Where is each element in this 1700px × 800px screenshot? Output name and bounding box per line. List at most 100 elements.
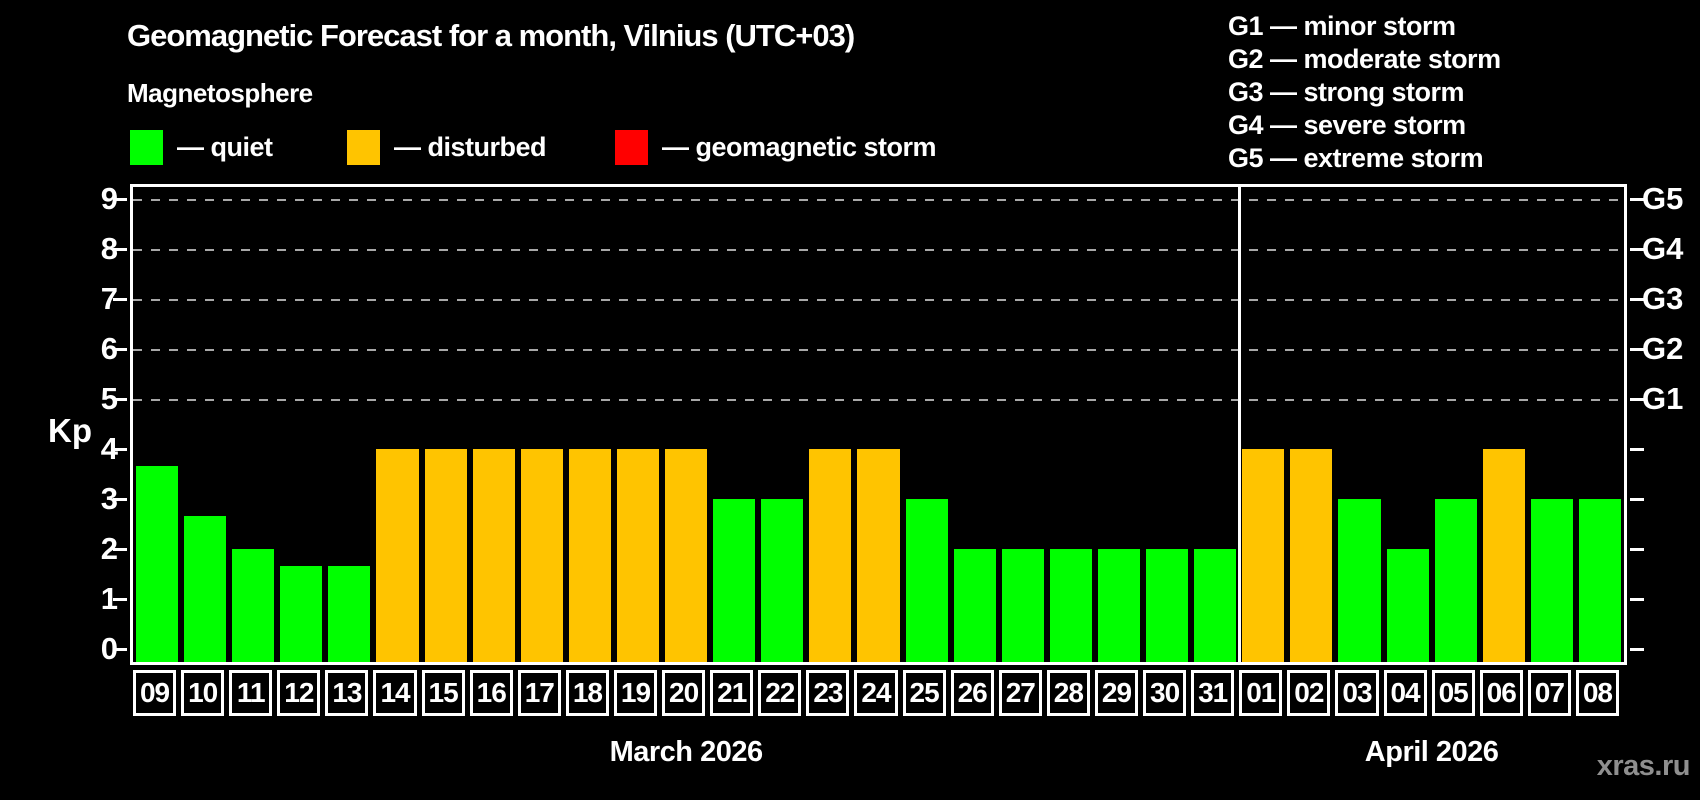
kp-bar-day-03 xyxy=(1338,499,1381,662)
legend-swatch-storm xyxy=(615,129,648,165)
kp-bar-plot-area xyxy=(113,184,1644,665)
kp-bar-day-04 xyxy=(1386,549,1429,662)
left-tick-kp-9 xyxy=(113,198,127,201)
right-tick-kp-0 xyxy=(1630,648,1644,651)
left-tick-kp-3 xyxy=(113,498,127,501)
kp-bar-day-13 xyxy=(328,565,371,662)
legend-item-storm: — geomagnetic storm xyxy=(615,128,937,166)
date-label-24: 24 xyxy=(854,670,898,716)
kp-bar-day-16 xyxy=(472,449,515,662)
right-tick-kp-3 xyxy=(1630,498,1644,501)
g-legend-line-5: G5 — extreme storm xyxy=(1228,143,1484,173)
legend-label-disturbed: — disturbed xyxy=(394,131,547,162)
kp-bar-day-05 xyxy=(1434,499,1477,662)
date-label-27: 27 xyxy=(998,670,1042,716)
kp-bar-day-18 xyxy=(568,449,611,662)
kp-bar-day-29 xyxy=(1097,549,1141,662)
kp-bar-day-14 xyxy=(376,449,419,662)
date-label-25: 25 xyxy=(902,670,946,716)
date-label-15: 15 xyxy=(421,670,465,716)
kp-bar-day-28 xyxy=(1049,549,1092,662)
page-title: Geomagnetic Forecast for a month, Vilniu… xyxy=(127,18,855,53)
g-legend-line-1: G1 — minor storm xyxy=(1228,11,1456,41)
legend-item-quiet: — quiet xyxy=(130,128,273,166)
right-axis-label-G5: G5 xyxy=(1642,181,1684,216)
kp-bar-day-26 xyxy=(953,549,996,662)
kp-bar-day-20 xyxy=(665,449,708,662)
kp-bar-day-09 xyxy=(136,465,179,662)
y-axis-title: Kp xyxy=(48,412,92,449)
gridline-kp-6 xyxy=(133,349,1624,351)
month-label-1: March 2026 xyxy=(609,736,764,768)
magnetosphere-label: Magnetosphere xyxy=(127,78,313,108)
y-axis-label-7: 7 xyxy=(100,281,118,316)
right-tick-kp-4 xyxy=(1630,448,1644,451)
date-label-21: 21 xyxy=(710,670,754,716)
date-label-13: 13 xyxy=(325,670,369,716)
date-label-08: 08 xyxy=(1575,670,1619,716)
right-tick-kp-6 xyxy=(1630,348,1644,351)
kp-bar-day-27 xyxy=(1001,549,1044,662)
left-tick-kp-0 xyxy=(113,648,127,651)
kp-bar-day-30 xyxy=(1146,549,1189,662)
watermark: xras.ru xyxy=(1596,750,1691,782)
date-label-07: 07 xyxy=(1527,670,1571,716)
kp-bar-day-23 xyxy=(809,449,852,662)
kp-bar-day-24 xyxy=(857,449,900,662)
right-tick-kp-2 xyxy=(1630,548,1644,551)
kp-bar-day-07 xyxy=(1530,499,1573,662)
date-axis: 09 10 11 12 13 14 15 16 17 18 19 20 21 22 23 24 25 26 27 28… xyxy=(133,670,1630,716)
month-label-2: April 2026 xyxy=(1364,736,1499,768)
date-label-14: 14 xyxy=(373,670,417,716)
legend-item-disturbed: — disturbed xyxy=(347,128,547,166)
kp-bar-day-25 xyxy=(905,499,948,662)
y-axis-label-4: 4 xyxy=(100,431,118,466)
legend-swatch-quiet xyxy=(130,129,163,165)
left-tick-kp-2 xyxy=(113,548,127,551)
date-label-19: 19 xyxy=(613,670,658,716)
right-axis-label-G2: G2 xyxy=(1642,331,1684,366)
gridline-kp-7 xyxy=(133,299,1624,301)
kp-bar-day-08 xyxy=(1578,499,1621,662)
date-label-10: 10 xyxy=(181,670,225,716)
right-tick-kp-8 xyxy=(1630,248,1644,251)
date-label-12: 12 xyxy=(277,670,321,716)
kp-bar-day-17 xyxy=(520,449,563,662)
date-label-17: 17 xyxy=(517,670,561,716)
g-legend-line-2: G2 — moderate storm xyxy=(1228,44,1501,74)
kp-bar-day-15 xyxy=(424,449,467,662)
date-label-20: 20 xyxy=(662,670,706,716)
y-axis-label-0: 0 xyxy=(100,631,118,666)
date-label-03: 03 xyxy=(1335,670,1379,716)
y-axis-label-2: 2 xyxy=(100,531,118,566)
gridline-kp-8 xyxy=(133,249,1624,251)
date-label-26: 26 xyxy=(950,670,994,716)
right-tick-kp-5 xyxy=(1630,398,1644,401)
y-axis-label-9: 9 xyxy=(100,181,118,216)
kp-bar-day-19 xyxy=(616,449,660,662)
g-legend-line-4: G4 — severe storm xyxy=(1228,110,1466,140)
right-axis-label-G3: G3 xyxy=(1642,281,1684,316)
date-label-06: 06 xyxy=(1479,670,1523,716)
right-tick-kp-9 xyxy=(1630,198,1644,201)
kp-bar-day-01 xyxy=(1242,449,1285,662)
date-label-02: 02 xyxy=(1287,670,1331,716)
kp-bar-day-22 xyxy=(761,499,804,662)
left-tick-kp-7 xyxy=(113,298,127,301)
kp-bar-day-10 xyxy=(184,515,227,662)
date-label-30: 30 xyxy=(1143,670,1187,716)
kp-bar-day-06 xyxy=(1482,449,1525,662)
date-label-09: 09 xyxy=(133,670,177,716)
y-axis-label-3: 3 xyxy=(100,481,118,516)
date-label-29: 29 xyxy=(1094,670,1139,716)
y-axis-label-5: 5 xyxy=(100,381,118,416)
y-axis-label-1: 1 xyxy=(100,581,118,616)
legend-swatch-disturbed xyxy=(347,129,380,165)
legend-label-storm: — geomagnetic storm xyxy=(662,131,937,162)
g-scale-legend: G1 — minor storm G2 — moderate storm G3 — … xyxy=(1228,10,1501,175)
date-label-28: 28 xyxy=(1046,670,1090,716)
date-label-31: 31 xyxy=(1191,670,1235,716)
gridline-kp-5 xyxy=(133,399,1624,401)
date-label-16: 16 xyxy=(469,670,513,716)
